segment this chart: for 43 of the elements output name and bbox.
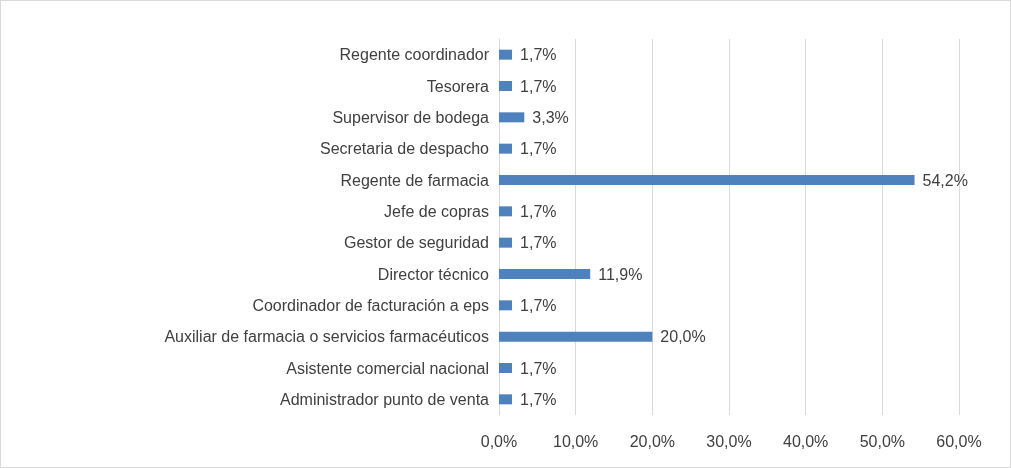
y-tick-label: Tesorera xyxy=(426,77,490,95)
data-label: 11,9% xyxy=(598,265,643,283)
y-tick-label: Jefe de copras xyxy=(384,202,489,220)
x-tick-label: 0,0% xyxy=(480,432,518,450)
bar xyxy=(499,175,915,185)
y-tick-label: Asistente comercial nacional xyxy=(286,359,489,377)
data-label: 1,7% xyxy=(520,234,557,252)
data-label: 54,2% xyxy=(922,171,968,189)
data-label: 1,7% xyxy=(520,359,557,377)
bar xyxy=(499,49,513,60)
y-tick-label: Regente de farmacia xyxy=(340,171,490,189)
data-label: 1,7% xyxy=(520,202,557,220)
x-tick-label: 30,0% xyxy=(706,432,752,450)
bar xyxy=(499,81,513,91)
bar xyxy=(499,363,513,373)
y-tick-label: Auxiliar de farmacia o servicios farmacéuticos xyxy=(164,328,489,346)
y-tick-label: Coordinador de facturación a eps xyxy=(252,296,489,314)
bar xyxy=(499,269,591,279)
x-tick-label: 20,0% xyxy=(629,432,676,450)
y-tick-label: Regente coordinador xyxy=(339,46,490,64)
bar xyxy=(499,237,513,248)
data-label: 1,7% xyxy=(520,296,557,314)
x-tick-label: 50,0% xyxy=(859,432,906,450)
y-tick-label: Administrador punto de venta xyxy=(279,390,490,408)
bar xyxy=(499,300,513,311)
y-tick-label: Secretaria de despacho xyxy=(320,140,490,158)
x-tick-label: 40,0% xyxy=(782,432,829,450)
y-tick-label: Gestor de seguridad xyxy=(344,234,489,252)
data-label: 1,7% xyxy=(520,390,557,408)
bar xyxy=(499,394,513,405)
y-tick-label: Supervisor de bodega xyxy=(332,108,490,126)
data-label: 1,7% xyxy=(520,140,557,158)
data-label: 3,3% xyxy=(532,108,569,126)
data-label: 1,7% xyxy=(520,46,557,64)
bar xyxy=(499,331,653,342)
y-tick-label: Director técnico xyxy=(377,265,490,283)
data-label: 20,0% xyxy=(660,328,706,346)
data-label: 1,7% xyxy=(520,77,557,95)
bar xyxy=(499,206,513,217)
x-tick-label: 60,0% xyxy=(936,432,982,450)
bar xyxy=(499,112,525,123)
x-tick-label: 10,0% xyxy=(552,432,599,450)
bar xyxy=(499,143,513,154)
